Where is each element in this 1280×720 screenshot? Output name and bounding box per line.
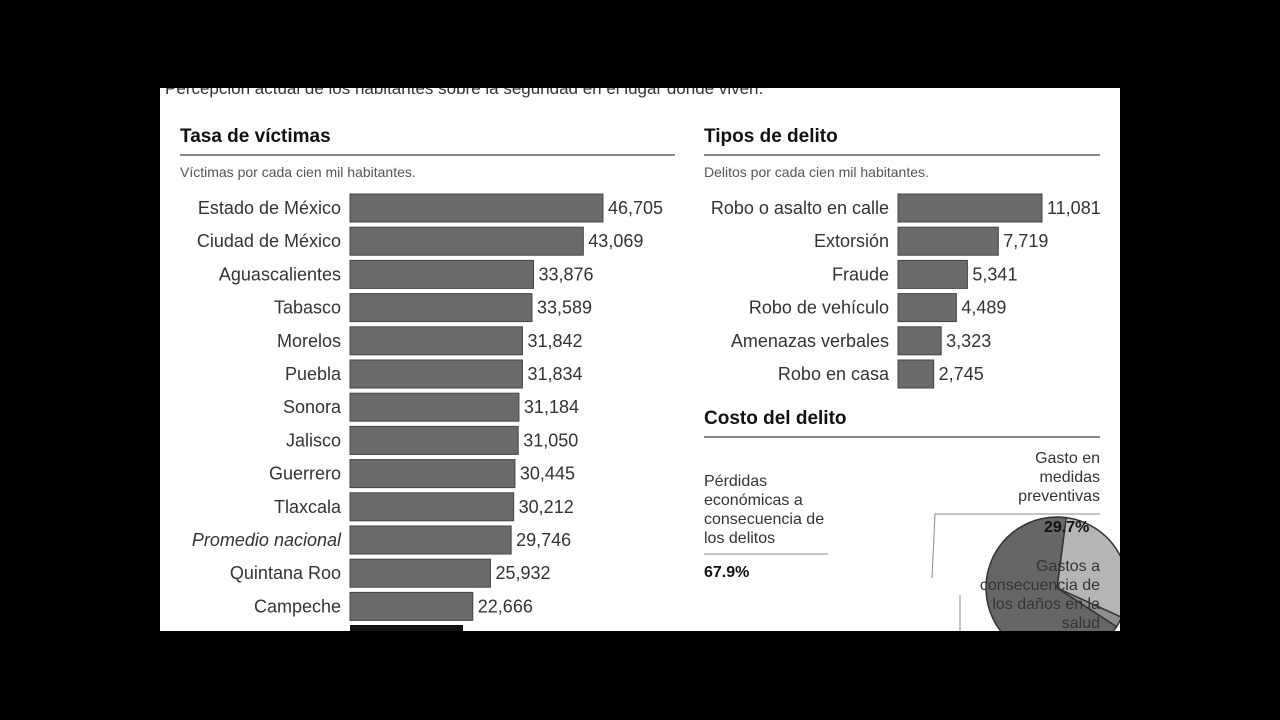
bar-label-jalisco: Jalisco: [286, 430, 341, 450]
cost-rule: [704, 436, 1100, 438]
value-label-guerrero: 30,445: [520, 464, 575, 484]
pie-slice-perdidas-economicas-a-consecue: [985, 516, 1118, 631]
charts-svg: Estado de México 46,705 Ciudad de México 43…: [192, 193, 1120, 631]
bar-robo-o-asalto-en-calle: [897, 193, 1043, 223]
bar-tlaxcala: [349, 492, 515, 522]
value-label-jalisco: 31,050: [523, 430, 578, 450]
bar-puebla: [349, 359, 523, 389]
value-label-fraude: 5,341: [972, 264, 1017, 284]
bar-label-ciudad-de-mexico: Ciudad de México: [197, 231, 341, 251]
bar-morelos: [349, 326, 523, 356]
pie-label-health: Gastos a consecuencia de los daños en la…: [979, 558, 1100, 631]
pie-label-prevention: Gasto en medidas preventivas: [1018, 450, 1100, 505]
bar-label-morelos: Morelos: [277, 331, 341, 351]
bar-label-tlaxcala: Tlaxcala: [274, 497, 342, 517]
bar-label-fraude: Fraude: [832, 264, 889, 284]
bar-label-robo-o-asalto-en-calle: Robo o asalto en calle: [711, 198, 889, 218]
value-label-sonora: 31,184: [524, 397, 579, 417]
bar-label-campeche: Campeche: [254, 596, 341, 616]
bar-guerrero: [349, 459, 516, 489]
value-label-robo-o-asalto-en-calle: 11,081: [1047, 198, 1101, 218]
bar-estado-de-mexico: [349, 193, 604, 223]
bar-label-aguascalientes: Aguascalientes: [219, 264, 341, 284]
value-label-quintana-roo: 25,932: [495, 563, 550, 583]
bar-label-promedio-nacional: Promedio nacional: [192, 530, 342, 550]
value-label-ciudad-de-mexico: 43,069: [588, 231, 643, 251]
bar-label-tabasco: Tabasco: [274, 298, 341, 318]
bar-label-puebla: Puebla: [285, 364, 342, 384]
bar-label-extorsion: Extorsión: [814, 231, 889, 251]
value-label-puebla: 31,834: [527, 364, 582, 384]
value-label-robo-en-casa: 2,745: [939, 364, 984, 384]
bar-label-amenazas-verbales: Amenazas verbales: [731, 331, 889, 351]
infographic-panel: Percepción actual de los habitantes sobr…: [160, 88, 1120, 631]
bar-ciudad-de-mexico: [349, 226, 584, 256]
pie-pct-prevention: 29.7%: [1044, 519, 1090, 536]
bar-sonora: [349, 392, 520, 422]
value-label-amenazas-verbales: 3,323: [946, 331, 991, 351]
value-label-robo-de-vehiculo: 4,489: [961, 298, 1006, 318]
top-caption: Percepción actual de los habitantes sobr…: [165, 88, 764, 98]
bar-label-sonora: Sonora: [283, 397, 342, 417]
pie-label-losses: Pérdidas económicas a consecuencia de lo…: [704, 473, 825, 547]
bar-campeche: [349, 591, 474, 621]
crimes-rule: [704, 154, 1100, 156]
crimes-title: Tipos de delito: [704, 126, 838, 147]
value-label-tlaxcala: 30,212: [519, 497, 574, 517]
value-label-promedio-nacional: 29,746: [516, 530, 571, 550]
victims-subtitle: Víctimas por cada cien mil habitantes.: [180, 164, 416, 180]
bar-aguascalientes: [349, 259, 535, 289]
bar-promedio-nacional: [349, 525, 512, 555]
pie-slice-gasto-en-medidas-preventivas: [1056, 516, 1120, 618]
bar-tabasco: [349, 293, 533, 323]
value-label-morelos: 31,842: [527, 331, 582, 351]
cost-title: Costo del delito: [704, 408, 847, 429]
bar-label-robo-en-casa: Robo en casa: [778, 364, 890, 384]
bar-fraude: [897, 259, 968, 289]
bar-label-guerrero: Guerrero: [269, 464, 341, 484]
bar-label-robo-de-vehiculo: Robo de vehículo: [749, 298, 889, 318]
bar-partial-cropped: [350, 625, 463, 631]
bar-extorsion: [897, 226, 999, 256]
value-label-aguascalientes: 33,876: [539, 264, 594, 284]
bar-quintana-roo: [349, 558, 491, 588]
leader-line-prevention-drop: [931, 513, 936, 579]
bar-jalisco: [349, 425, 519, 455]
bar-robo-de-vehiculo: [897, 293, 957, 323]
bar-label-estado-de-mexico: Estado de México: [198, 198, 341, 218]
bar-amenazas-verbales: [897, 326, 942, 356]
value-label-estado-de-mexico: 46,705: [608, 198, 663, 218]
value-label-extorsion: 7,719: [1003, 231, 1048, 251]
value-label-tabasco: 33,589: [537, 298, 592, 318]
pie-pct-losses: 67.9%: [704, 564, 750, 581]
victims-title: Tasa de víctimas: [180, 126, 331, 147]
value-label-campeche: 22,666: [478, 596, 533, 616]
bar-label-quintana-roo: Quintana Roo: [230, 563, 341, 583]
bar-robo-en-casa: [897, 359, 935, 389]
crimes-subtitle: Delitos por cada cien mil habitantes.: [704, 164, 929, 180]
victims-rule: [180, 154, 675, 156]
